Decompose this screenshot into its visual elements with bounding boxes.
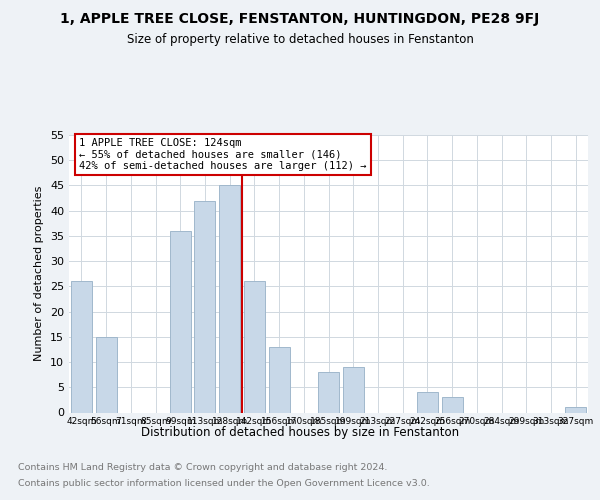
- Bar: [170, 231, 191, 412]
- Bar: [194, 200, 215, 412]
- Bar: [219, 186, 240, 412]
- Text: Contains public sector information licensed under the Open Government Licence v3: Contains public sector information licen…: [18, 479, 430, 488]
- Bar: [71, 282, 92, 412]
- Text: Contains HM Land Registry data © Crown copyright and database right 2024.: Contains HM Land Registry data © Crown c…: [18, 462, 388, 471]
- Bar: [318, 372, 339, 412]
- Bar: [343, 367, 364, 412]
- Bar: [565, 408, 586, 412]
- Text: 1, APPLE TREE CLOSE, FENSTANTON, HUNTINGDON, PE28 9FJ: 1, APPLE TREE CLOSE, FENSTANTON, HUNTING…: [61, 12, 539, 26]
- Bar: [244, 282, 265, 412]
- Bar: [95, 337, 116, 412]
- Text: Distribution of detached houses by size in Fenstanton: Distribution of detached houses by size …: [141, 426, 459, 439]
- Y-axis label: Number of detached properties: Number of detached properties: [34, 186, 44, 362]
- Bar: [269, 347, 290, 412]
- Bar: [442, 398, 463, 412]
- Text: 1 APPLE TREE CLOSE: 124sqm
← 55% of detached houses are smaller (146)
42% of sem: 1 APPLE TREE CLOSE: 124sqm ← 55% of deta…: [79, 138, 367, 171]
- Bar: [417, 392, 438, 412]
- Text: Size of property relative to detached houses in Fenstanton: Size of property relative to detached ho…: [127, 32, 473, 46]
